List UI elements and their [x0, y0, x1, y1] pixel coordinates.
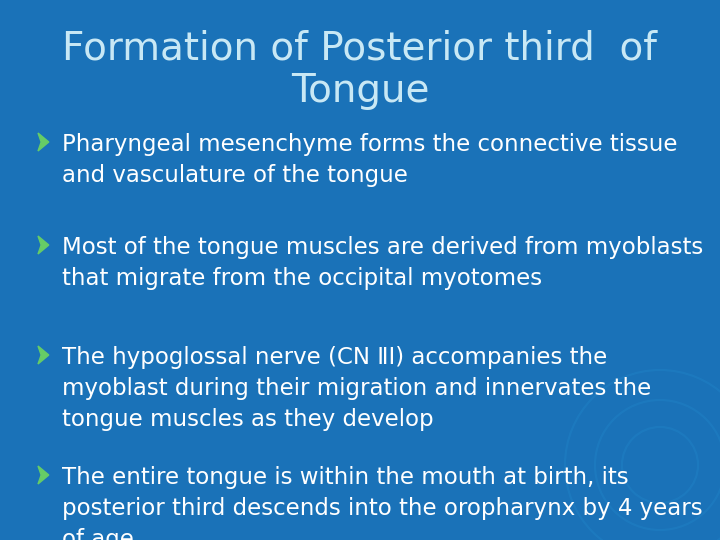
Text: Formation of Posterior third  of: Formation of Posterior third of	[63, 30, 657, 68]
Text: The entire tongue is within the mouth at birth, its
posterior third descends int: The entire tongue is within the mouth at…	[62, 466, 703, 540]
Text: The hypoglossal nerve (CN ⅡⅠ) accompanies the
myoblast during their migration an: The hypoglossal nerve (CN ⅡⅠ) accompanie…	[62, 346, 652, 431]
Polygon shape	[38, 466, 49, 484]
Text: Pharyngeal mesenchyme forms the connective tissue
and vasculature of the tongue: Pharyngeal mesenchyme forms the connecti…	[62, 133, 678, 187]
Polygon shape	[38, 236, 49, 254]
Polygon shape	[38, 133, 49, 151]
Text: Tongue: Tongue	[291, 72, 429, 110]
Polygon shape	[38, 346, 49, 364]
Text: Most of the tongue muscles are derived from myoblasts
that migrate from the occi: Most of the tongue muscles are derived f…	[62, 236, 703, 290]
